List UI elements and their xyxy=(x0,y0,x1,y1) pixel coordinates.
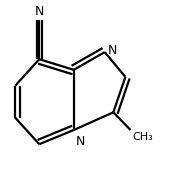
Text: N: N xyxy=(108,44,118,57)
Text: N: N xyxy=(75,135,85,148)
Text: CH₃: CH₃ xyxy=(132,132,153,142)
Text: N: N xyxy=(35,5,44,18)
